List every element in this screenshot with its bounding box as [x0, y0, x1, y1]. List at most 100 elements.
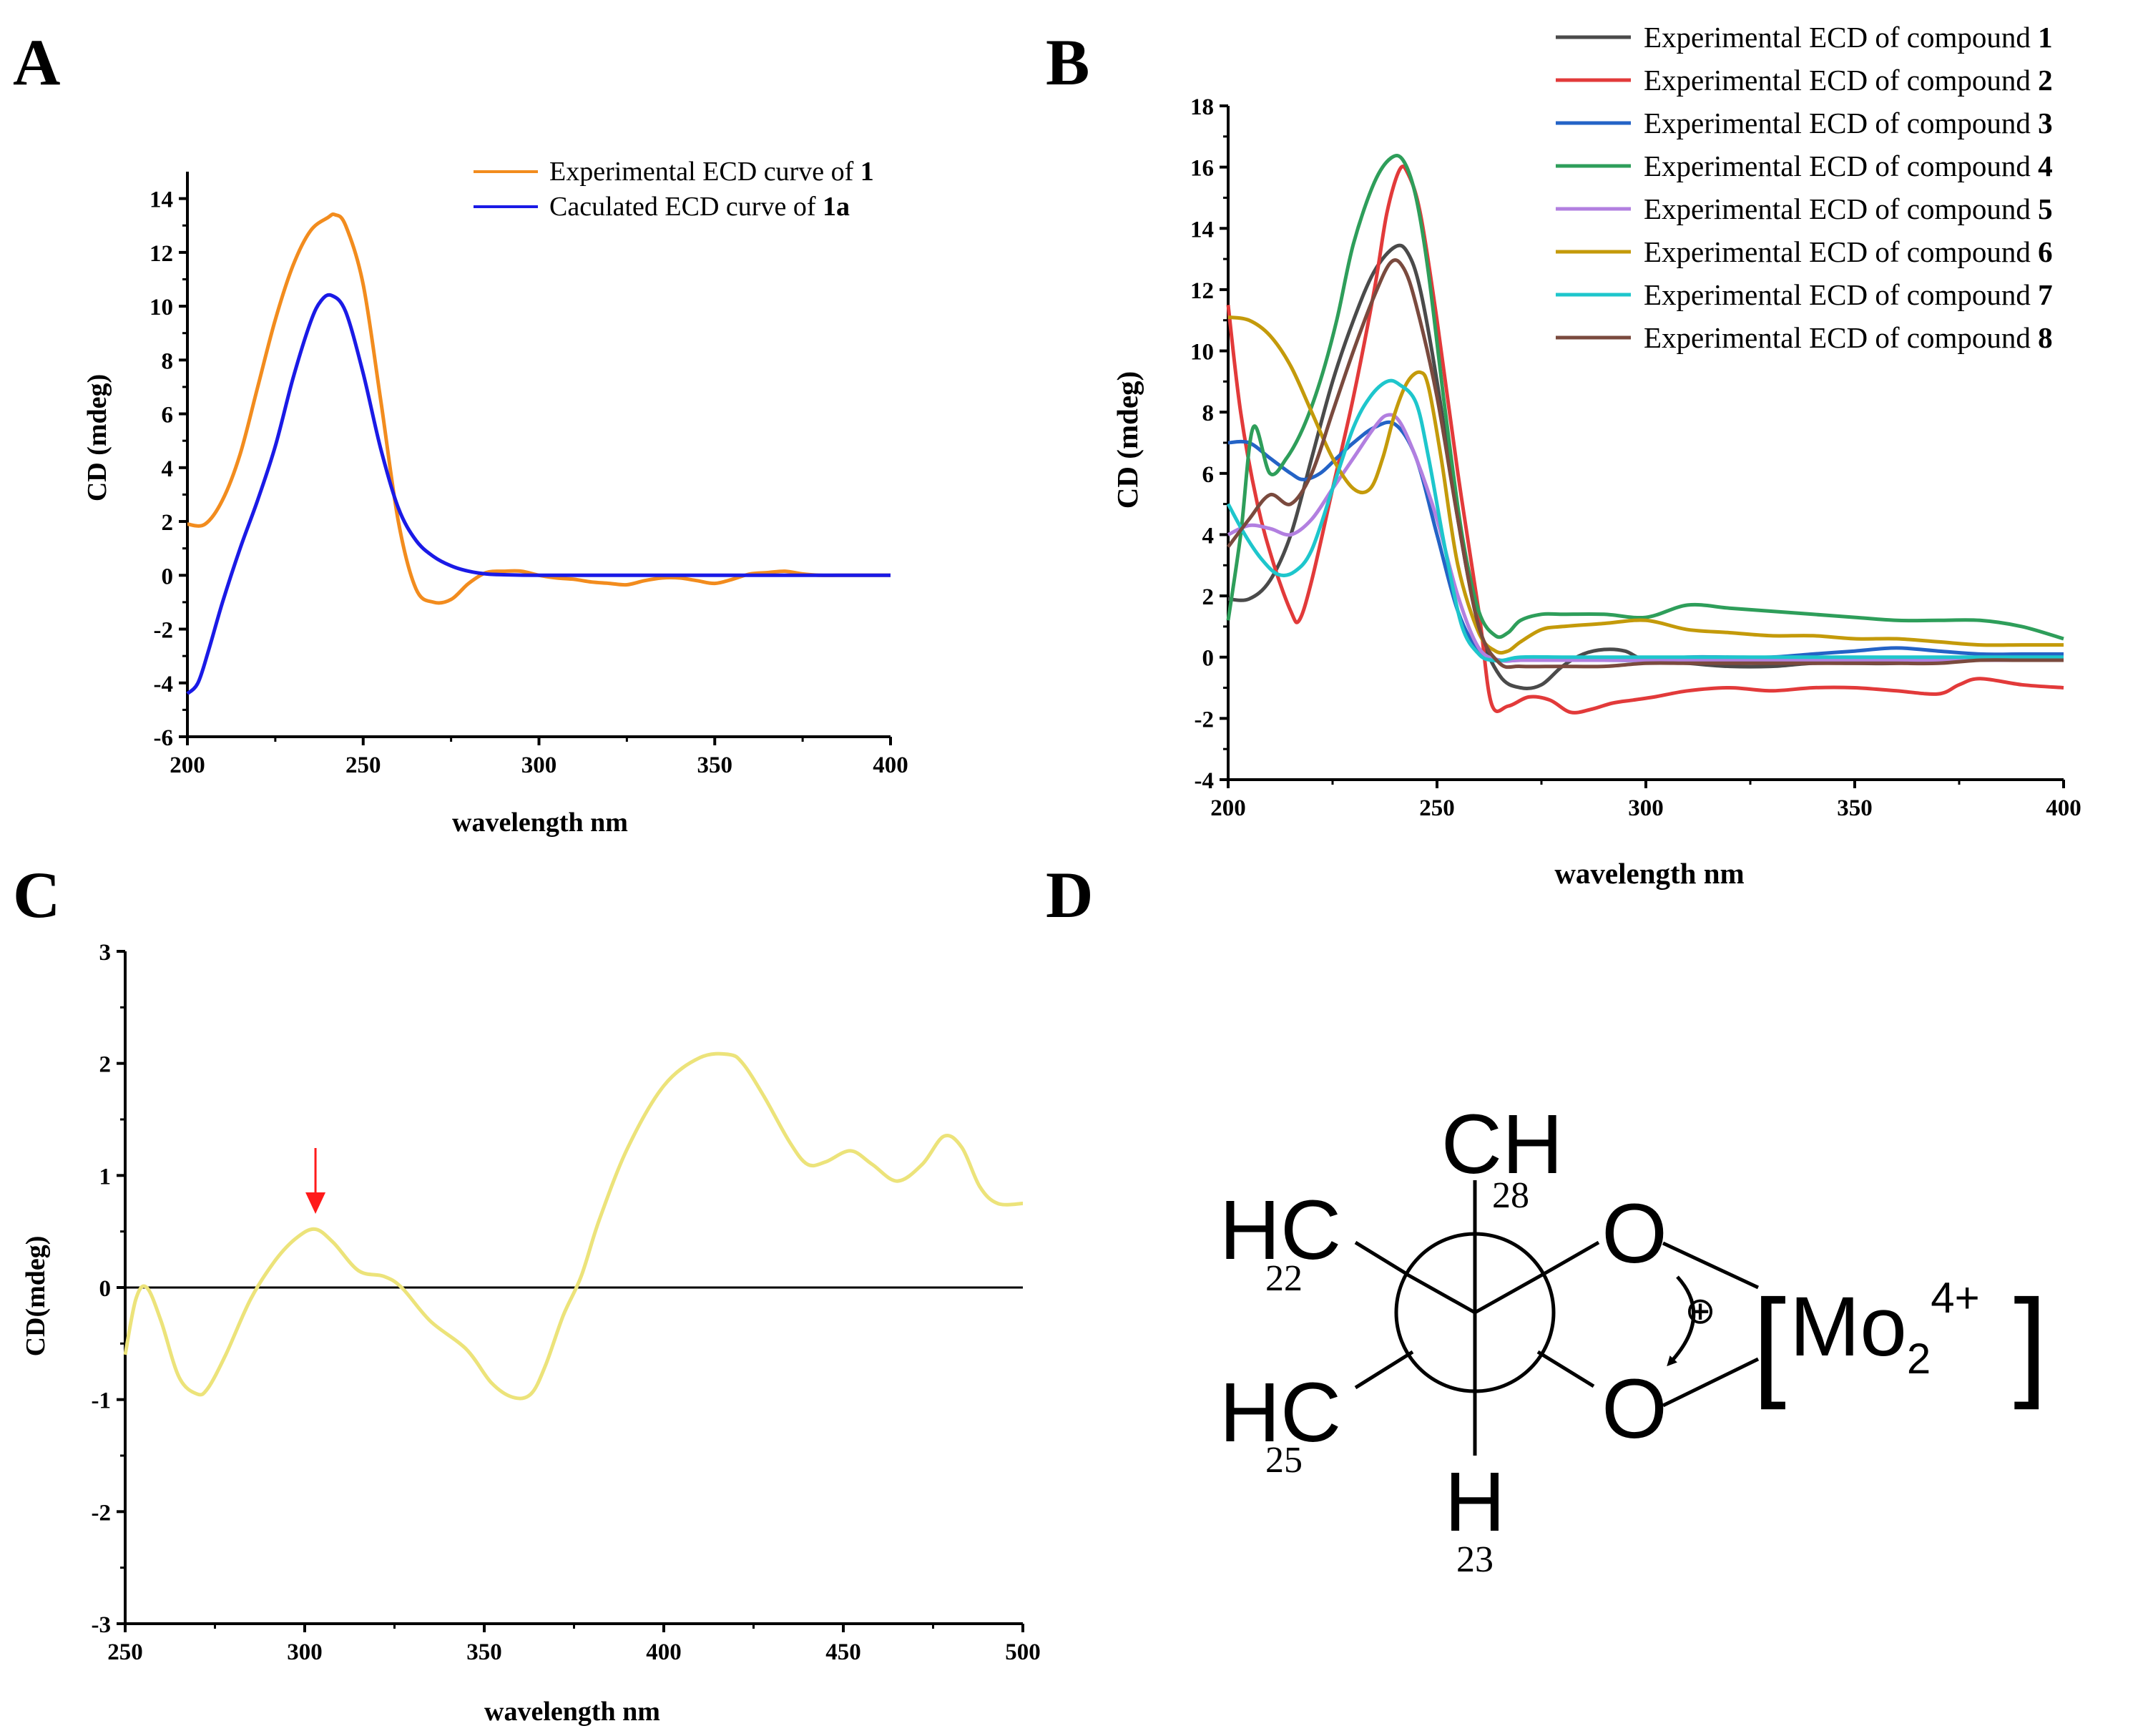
x-tick-label: 400 — [873, 752, 908, 778]
chart-b-legend-label: Experimental ECD of compound 7 — [1644, 278, 2053, 311]
atom-bottom-h: H — [1444, 1455, 1505, 1549]
y-tick-label: 2 — [162, 510, 174, 536]
panel-letter-c: C — [13, 858, 60, 931]
series-line-6 — [1227, 315, 2064, 655]
panel-letter-d: D — [1046, 858, 1093, 931]
group-top: CH — [1441, 1097, 1563, 1192]
x-tick-label: 400 — [2046, 795, 2081, 821]
chart-c-series-group — [123, 1051, 1024, 1401]
bracket-right: ] — [2014, 1275, 2047, 1411]
chart-b-legend-label: Experimental ECD of compound 8 — [1644, 321, 2053, 354]
bond-left-upper — [1354, 1240, 1407, 1275]
panel-letter-b: B — [1046, 26, 1089, 99]
label-22: 22 — [1265, 1258, 1303, 1299]
series-line-2 — [186, 293, 891, 695]
charge-symbol: ⊕ — [1684, 1290, 1716, 1332]
newman-diagram: CH 28 HC 22 HC 25 H 23 O O ⊕ [ Mo24+ ] — [1220, 1097, 2047, 1580]
chart-b-legend-label: Experimental ECD of compound 1 — [1644, 21, 2053, 54]
y-tick-label: 12 — [149, 241, 173, 267]
x-tick-label: 450 — [825, 1639, 861, 1665]
x-tick-label: 200 — [170, 752, 205, 778]
y-tick-label: 0 — [162, 564, 174, 589]
y-tick-label: -3 — [92, 1612, 112, 1638]
y-tick-label: 10 — [1190, 340, 1214, 366]
annotation-arrowhead-icon — [305, 1192, 326, 1214]
chart-b-ylabel: CD (mdeg) — [1111, 371, 1144, 509]
chart-a-axes — [186, 172, 891, 738]
x-tick-label: 300 — [1628, 795, 1664, 821]
y-tick-label: 14 — [149, 187, 173, 213]
chart-b: 200 250 300 350 400 -4 -2 0 2 4 6 8 10 12 14 16 18 wavel… — [1111, 21, 2081, 890]
bracket-left: [ — [1752, 1275, 1786, 1411]
chart-a-ticks: 200 250 300 350 400 -6 -4 -2 0 2 4 6 8 10 12 14 — [149, 187, 908, 778]
y-tick-label: -4 — [1195, 768, 1215, 794]
chart-a-xlabel: wavelength nm — [452, 808, 628, 838]
chart-a-series-group — [186, 212, 891, 695]
atom-o-upper: O — [1602, 1187, 1667, 1281]
group-left-lower: HC — [1220, 1365, 1341, 1460]
y-tick-label: -2 — [154, 618, 174, 644]
x-tick-label: 300 — [521, 752, 557, 778]
x-tick-label: 200 — [1210, 795, 1246, 821]
y-tick-label: -6 — [154, 725, 174, 751]
group-left-upper: HC — [1220, 1183, 1341, 1278]
y-tick-label: 8 — [162, 348, 174, 374]
y-tick-label: 8 — [1202, 401, 1215, 426]
bond-right-lower — [1536, 1350, 1595, 1388]
series-line-1 — [187, 212, 891, 605]
y-tick-label: 6 — [1202, 462, 1215, 488]
y-tick-label: -1 — [92, 1388, 112, 1414]
chart-c-ylabel: CD(mdeg) — [21, 1236, 51, 1357]
chart-b-xlabel: wavelength nm — [1554, 857, 1744, 890]
y-tick-label: 10 — [149, 295, 173, 320]
label-28: 28 — [1492, 1175, 1529, 1216]
panel-letter-a: A — [13, 26, 60, 99]
y-tick-label: 2 — [99, 1052, 112, 1078]
y-tick-label: -2 — [92, 1500, 112, 1526]
x-tick-label: 350 — [1837, 795, 1873, 821]
series-line-8 — [1227, 258, 2064, 670]
y-tick-label: 0 — [99, 1276, 112, 1302]
y-tick-label: -4 — [154, 672, 174, 697]
x-tick-label: 250 — [107, 1639, 143, 1665]
y-tick-label: -2 — [1195, 707, 1215, 732]
chart-b-legend-label: Experimental ECD of compound 6 — [1644, 235, 2053, 268]
chart-b-legend-label: Experimental ECD of compound 4 — [1644, 149, 2053, 182]
chart-c-xlabel: wavelength nm — [484, 1697, 660, 1727]
y-tick-label: 4 — [1202, 523, 1215, 549]
chart-b-series-group — [1226, 154, 2064, 715]
y-tick-label: 12 — [1190, 278, 1214, 304]
chart-b-legend: Experimental ECD of compound 1 Experiment… — [1556, 21, 2053, 354]
chart-b-legend-label: Experimental ECD of compound 2 — [1644, 64, 2053, 97]
chart-c-axes — [124, 951, 1023, 1625]
y-tick-label: 1 — [99, 1164, 112, 1190]
bond-left-back — [1403, 1271, 1476, 1315]
bond-right-back — [1473, 1271, 1546, 1315]
y-tick-label: 2 — [1202, 584, 1215, 610]
chart-c: 250 300 350 400 450 500 -3 -2 -1 0 1 2 3 wavelength … — [21, 940, 1041, 1727]
chart-c-ticks: 250 300 350 400 450 500 -3 -2 -1 0 1 2 3 — [92, 940, 1041, 1665]
chart-b-ticks: 200 250 300 350 400 -4 -2 0 2 4 6 8 10 12 14 16 18 — [1190, 94, 2081, 821]
x-tick-label: 250 — [1419, 795, 1455, 821]
label-23: 23 — [1456, 1539, 1494, 1580]
chart-b-legend-label: Experimental ECD of compound 3 — [1644, 107, 2053, 139]
bond-right-upper — [1544, 1240, 1600, 1275]
x-tick-label: 250 — [345, 752, 381, 778]
series-line-5 — [1227, 413, 2064, 663]
y-tick-label: 14 — [1190, 217, 1214, 242]
series-line-7 — [1226, 378, 2064, 663]
x-tick-label: 500 — [1005, 1639, 1041, 1665]
x-tick-label: 350 — [466, 1639, 502, 1665]
chart-a: 200 250 300 350 400 -6 -4 -2 0 2 4 6 8 10 12 14 wavelen… — [82, 157, 908, 838]
chart-a-legend-label-2: Caculated ECD curve of 1a — [549, 192, 850, 222]
y-tick-label: 3 — [99, 940, 112, 966]
label-25: 25 — [1265, 1440, 1303, 1481]
atom-o-lower: O — [1602, 1362, 1667, 1456]
bond-o-mo-lower — [1662, 1357, 1760, 1408]
chart-a-ylabel: CD (mdeg) — [82, 374, 112, 501]
y-tick-label: 6 — [162, 403, 174, 428]
chart-a-legend: Experimental ECD curve of 1 Caculated EC… — [474, 157, 874, 222]
x-tick-label: 350 — [697, 752, 733, 778]
chart-a-legend-label-1: Experimental ECD curve of 1 — [549, 157, 874, 187]
